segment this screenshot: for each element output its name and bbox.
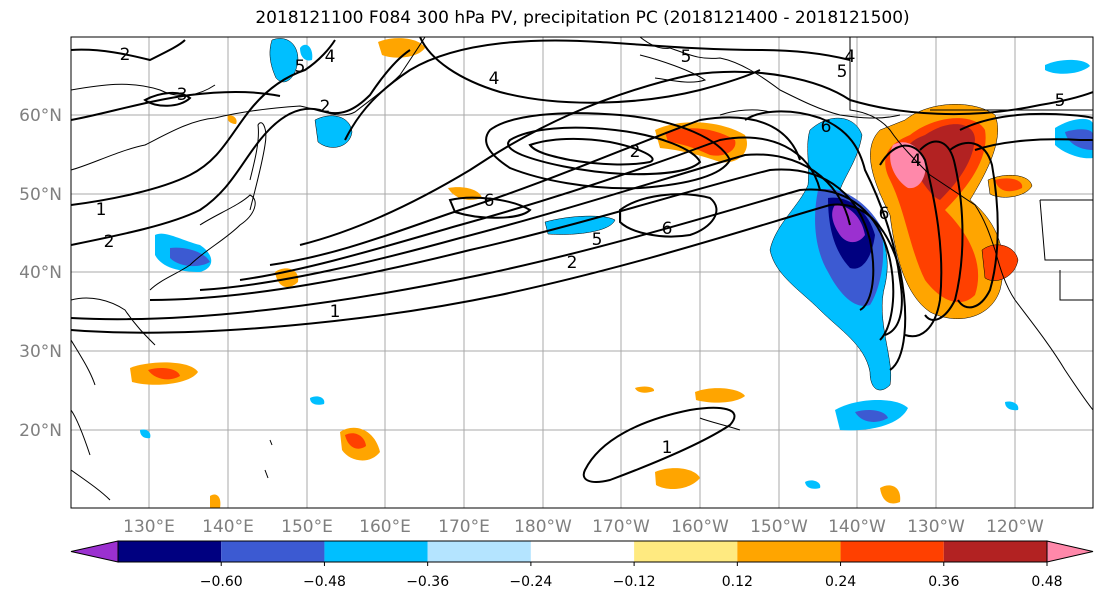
colorbar-label: −0.60 <box>200 574 243 590</box>
lat-label: 20°N <box>19 421 62 441</box>
colorbar-box <box>530 541 635 562</box>
contour-label: 4 <box>325 47 336 67</box>
lon-label: 160°W <box>671 517 729 537</box>
contour-label: 5 <box>592 230 603 250</box>
lon-label: 140°E <box>202 517 254 537</box>
contour-label: 2 <box>320 97 331 117</box>
contour-label: 4 <box>911 151 922 171</box>
colorbar <box>70 540 1094 563</box>
contour-label: 6 <box>484 191 495 211</box>
colorbar-box <box>427 541 531 562</box>
colorbar-box <box>324 541 428 562</box>
pv-contours <box>71 37 1093 483</box>
lat-label: 40°N <box>19 263 62 283</box>
lat-label: 30°N <box>19 342 62 362</box>
colorbar-label: −0.36 <box>406 574 449 590</box>
contour-label: 6 <box>821 117 832 137</box>
contour-label: 6 <box>879 204 890 224</box>
contour-label: 5 <box>837 62 848 82</box>
contour-label: 2 <box>120 45 131 65</box>
colorbar-box <box>634 541 738 562</box>
contour-label: 2 <box>630 142 641 162</box>
lon-label: 120°W <box>986 517 1044 537</box>
colorbar-label: 0.12 <box>722 574 753 590</box>
colorbar-box <box>943 541 1047 562</box>
contour-label: 5 <box>1055 91 1066 111</box>
latitude-labels: 60°N 50°N 40°N 30°N 20°N <box>19 106 62 441</box>
lon-label: 160°E <box>359 517 411 537</box>
colorbar-box <box>118 541 222 562</box>
lon-label: 170°E <box>438 517 490 537</box>
contour-label: 1 <box>330 302 341 322</box>
contour-label: 6 <box>662 219 673 239</box>
contour-label: 5 <box>295 57 306 77</box>
lat-label: 50°N <box>19 185 62 205</box>
lon-label: 180°W <box>514 517 572 537</box>
lon-label: 140°W <box>828 517 886 537</box>
colorbar-labels: −0.60 −0.48 −0.36 −0.24 −0.12 0.12 0.24 0.36 0.4… <box>200 562 1063 590</box>
lon-label: 150°E <box>281 517 333 537</box>
lat-label: 60°N <box>19 106 62 126</box>
colorbar-label: 0.36 <box>928 574 959 590</box>
colorbar-label: −0.24 <box>509 574 552 590</box>
map-title: 2018121100 F084 300 hPa PV, precipitatio… <box>255 8 910 28</box>
colorbar-extend-high <box>1046 540 1094 563</box>
lon-label: 150°W <box>750 517 808 537</box>
contour-label: 4 <box>845 47 856 67</box>
colorbar-label: −0.48 <box>303 574 346 590</box>
colorbar-label: 0.48 <box>1031 574 1062 590</box>
contour-label: 2 <box>567 253 578 273</box>
colorbar-label: −0.12 <box>613 574 656 590</box>
lon-label: 170°W <box>592 517 650 537</box>
contour-label: 4 <box>489 69 500 89</box>
longitude-labels: 130°E 140°E 150°E 160°E 170°E 180°W 170°W 160°W… <box>123 517 1044 537</box>
colorbar-extend-low <box>70 540 119 563</box>
lon-label: 130°W <box>907 517 965 537</box>
colorbar-box <box>221 541 325 562</box>
contour-label: 5 <box>681 47 692 67</box>
coastlines <box>71 37 1093 501</box>
contour-label: 2 <box>104 232 115 252</box>
colorbar-box <box>840 541 944 562</box>
colorbar-label: 0.24 <box>825 574 856 590</box>
contour-label: 1 <box>662 438 673 458</box>
contour-label: 1 <box>96 200 107 220</box>
map-frame <box>70 36 1094 509</box>
contour-label: 3 <box>177 85 188 105</box>
lon-label: 130°E <box>123 517 175 537</box>
colorbar-box <box>737 541 841 562</box>
